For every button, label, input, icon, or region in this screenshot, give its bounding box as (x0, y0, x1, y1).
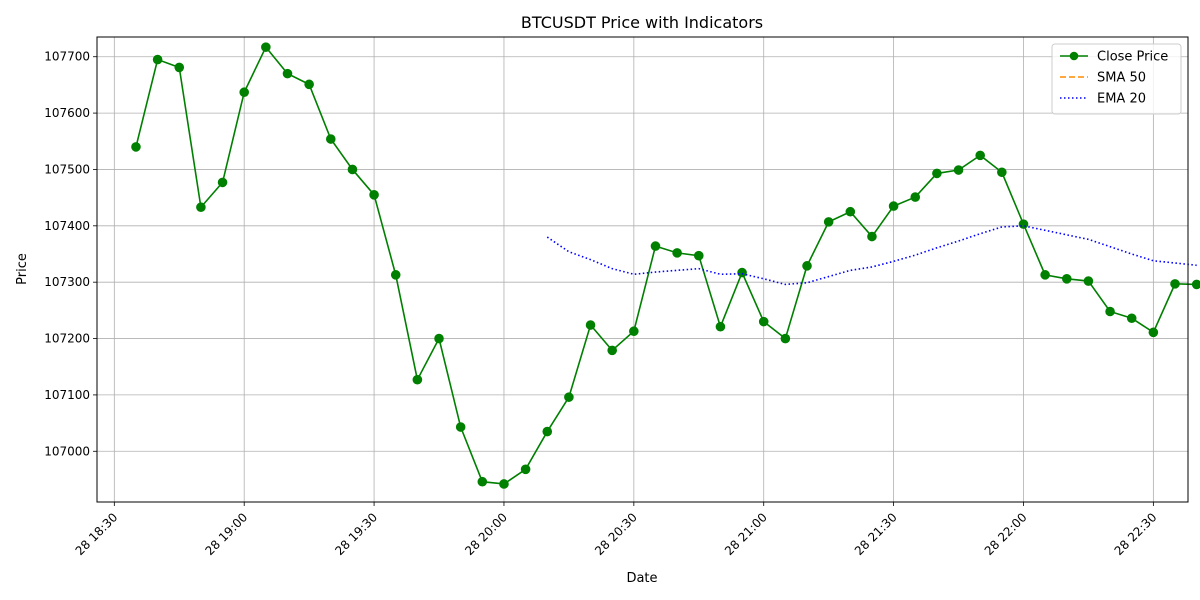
y-tick-label: 107500 (44, 162, 90, 176)
data-point (867, 231, 877, 242)
x-tick-label: 28 18:30 (73, 510, 121, 558)
data-point (455, 422, 466, 432)
data-point (975, 150, 985, 161)
data-point (261, 42, 271, 52)
x-tick-label: 28 20:30 (592, 510, 640, 558)
data-point (1105, 306, 1115, 317)
data-point (282, 68, 293, 79)
data-point (715, 321, 726, 332)
grid (97, 37, 1188, 502)
y-tick-label: 107700 (44, 50, 90, 64)
series-line-close-price (135, 45, 1197, 485)
data-point (845, 206, 856, 217)
legend: Close Price SMA 50 EMA 20 (1051, 43, 1182, 115)
data-point (174, 62, 185, 73)
series-line-ema-20 (546, 225, 1197, 286)
x-tick-label: 28 21:00 (722, 510, 770, 558)
data-point (607, 345, 617, 356)
data-point (672, 248, 682, 258)
data-point (693, 250, 704, 261)
y-tick-label: 107600 (44, 106, 90, 120)
data-point (1191, 279, 1200, 290)
data-point (585, 320, 596, 330)
data-point (304, 79, 314, 90)
data-point (369, 190, 379, 200)
data-point (1148, 327, 1159, 338)
y-axis-ticks: 107000 107100 107200 107300 107400 107500 1076… (44, 50, 97, 458)
x-axis-ticks: 28 18:30 28 19:00 28 19:30 28 20:00 28 20:30… (73, 502, 1160, 558)
legend-marker (1069, 51, 1079, 61)
data-point (520, 464, 531, 475)
series-layer (131, 42, 1200, 489)
legend-label: Close Price (1097, 50, 1168, 65)
data-point (1018, 219, 1029, 229)
data-point (196, 202, 206, 213)
data-point (131, 142, 141, 152)
data-point (1126, 313, 1137, 324)
plot-area (97, 37, 1188, 502)
data-point (629, 326, 639, 337)
data-point (239, 87, 249, 98)
x-tick-label: 28 21:30 (852, 510, 900, 558)
y-tick-label: 107400 (44, 219, 90, 233)
data-point (217, 177, 228, 188)
data-point (564, 392, 574, 402)
y-axis-label: Price (15, 253, 30, 285)
data-point (412, 374, 423, 385)
data-point (542, 426, 553, 437)
plot-frame (96, 36, 1189, 503)
data-point (477, 476, 488, 487)
chart-title: BTCUSDT Price with Indicators (521, 13, 763, 32)
x-tick-label: 28 20:00 (462, 510, 510, 558)
data-point (499, 479, 509, 489)
data-point (823, 217, 834, 227)
y-tick-label: 107200 (44, 332, 90, 346)
data-point (1040, 270, 1050, 280)
y-tick-label: 107300 (44, 275, 90, 289)
data-point (1061, 274, 1072, 284)
data-point (347, 164, 358, 175)
x-tick-label: 28 19:30 (332, 510, 380, 558)
data-point (650, 241, 661, 251)
data-point (737, 267, 747, 278)
x-tick-label: 28 22:00 (982, 510, 1030, 558)
data-point (325, 134, 336, 144)
data-point (997, 167, 1007, 178)
data-point (910, 192, 921, 202)
data-point (390, 270, 401, 280)
y-tick-label: 107000 (44, 444, 90, 458)
data-point (1170, 279, 1180, 289)
x-axis-label: Date (626, 571, 657, 586)
x-tick-label: 28 22:30 (1112, 510, 1160, 558)
legend-label: SMA 50 (1097, 71, 1146, 86)
data-point (758, 316, 769, 327)
y-tick-label: 107100 (44, 388, 90, 402)
data-point (152, 54, 163, 65)
data-point (1083, 276, 1094, 286)
data-point (888, 201, 899, 211)
data-point (953, 165, 964, 175)
data-point (434, 333, 444, 344)
data-point (780, 333, 791, 344)
data-point (802, 261, 812, 271)
x-tick-label: 28 19:00 (202, 510, 250, 558)
legend-label: EMA 20 (1097, 92, 1146, 107)
data-point (932, 168, 942, 179)
legend-box (1051, 43, 1182, 115)
